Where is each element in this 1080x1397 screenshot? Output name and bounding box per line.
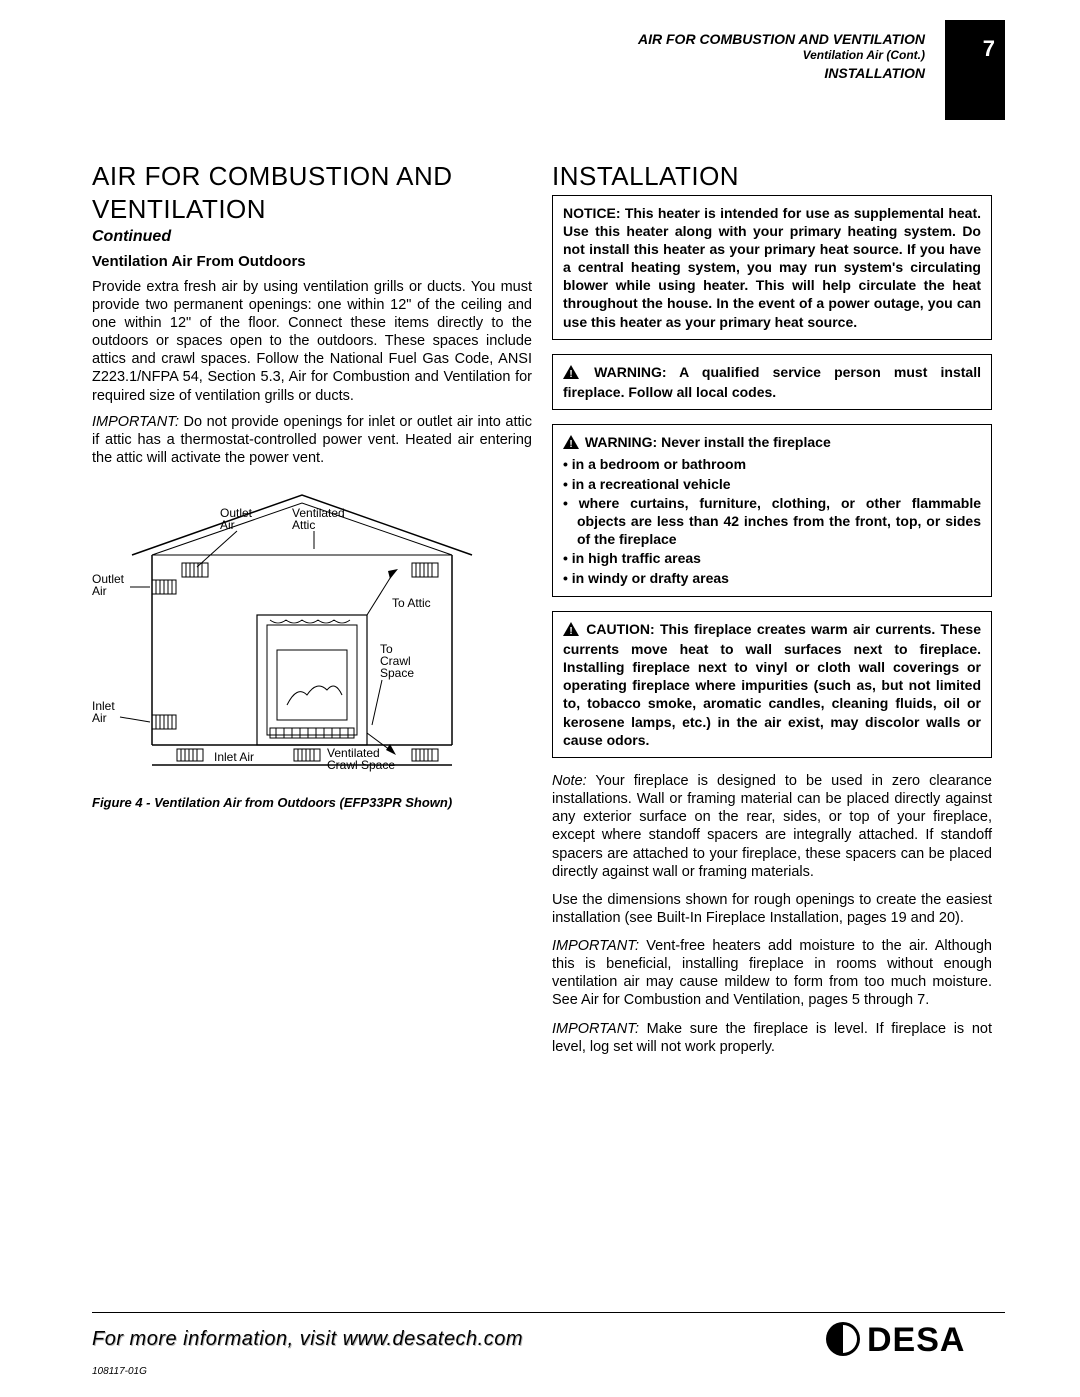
warning-box-1: ! WARNING: A qualified service person mu… [552,354,992,410]
right-heading: INSTALLATION [552,160,992,193]
notice-text: NOTICE: This heater is intended for use … [563,205,981,330]
page-number-badge: 7 [945,20,1005,120]
left-heading: AIR FOR COMBUSTION AND VENTILATION [92,160,532,225]
list-item: in high traffic areas [563,549,981,567]
note-4: IMPORTANT: Make sure the fireplace is le… [552,1020,992,1056]
list-item: in a bedroom or bathroom [563,455,981,473]
header-title: AIR FOR COMBUSTION AND VENTILATION [638,30,925,48]
subheading: Ventilation Air From Outdoors [92,253,532,272]
main-content: AIR FOR COMBUSTION AND VENTILATION Conti… [92,160,992,1066]
list-item: where curtains, furniture, clothing, or … [563,494,981,549]
svg-text:Crawl Space: Crawl Space [327,758,395,772]
svg-text:!: ! [569,626,572,636]
svg-text:!: ! [569,439,572,449]
paragraph-2: IMPORTANT: Do not provide openings for i… [92,413,532,467]
svg-text:Space: Space [380,666,414,680]
svg-text:!: ! [569,369,572,379]
footer-link-text: For more information, visit www.desatech… [92,1328,523,1351]
page-number: 7 [983,36,995,61]
list-item: in a recreational vehicle [563,475,981,493]
figure-caption: Figure 4 - Ventilation Air from Outdoors… [92,795,512,811]
warning-2-list: in a bedroom or bathroom in a recreation… [563,455,981,586]
caution-box: ! CAUTION: This fireplace creates warm a… [552,611,992,758]
left-column: AIR FOR COMBUSTION AND VENTILATION Conti… [92,160,537,1066]
note-1: Note: Your fireplace is designed to be u… [552,772,992,881]
footer-rule [92,1312,1005,1313]
document-id: 108117-01G [92,1366,147,1377]
warning-2-head: WARNING: Never install the fireplace [585,434,831,450]
right-column: INSTALLATION NOTICE: This heater is inte… [547,160,992,1066]
ventilation-diagram: Outlet Air Ventilated Attic Outlet Air T… [92,485,512,785]
caution-text: CAUTION: This fireplace creates warm air… [563,621,981,748]
page-footer: For more information, visit www.desatech… [92,1312,1005,1357]
notice-box: NOTICE: This heater is intended for use … [552,195,992,340]
note-3: IMPORTANT: Vent-free heaters add moistur… [552,937,992,1010]
warning-icon: ! [563,365,579,383]
svg-text:Inlet Air: Inlet Air [214,750,254,764]
paragraph-1: Provide extra fresh air by using ventila… [92,278,532,405]
warning-icon: ! [563,622,579,640]
warning-box-2: ! WARNING: Never install the fireplace i… [552,424,992,597]
figure-4: Outlet Air Ventilated Attic Outlet Air T… [92,485,512,811]
desa-logo: DESA [825,1321,1005,1357]
warning-1-text: WARNING: A qualified service person must… [563,364,981,400]
continued-label: Continued [92,227,532,247]
svg-text:Attic: Attic [292,518,315,532]
note-2: Use the dimensions shown for rough openi… [552,891,992,927]
warning-icon: ! [563,435,579,453]
list-item: in windy or drafty areas [563,569,981,587]
svg-text:DESA: DESA [867,1321,965,1357]
svg-text:To Attic: To Attic [392,596,431,610]
svg-text:Air: Air [220,518,235,532]
running-header: AIR FOR COMBUSTION AND VENTILATION Venti… [638,30,925,82]
svg-text:Air: Air [92,584,107,598]
header-sub: Ventilation Air (Cont.) [638,48,925,64]
header-section: INSTALLATION [638,64,925,82]
svg-text:Air: Air [92,711,107,725]
